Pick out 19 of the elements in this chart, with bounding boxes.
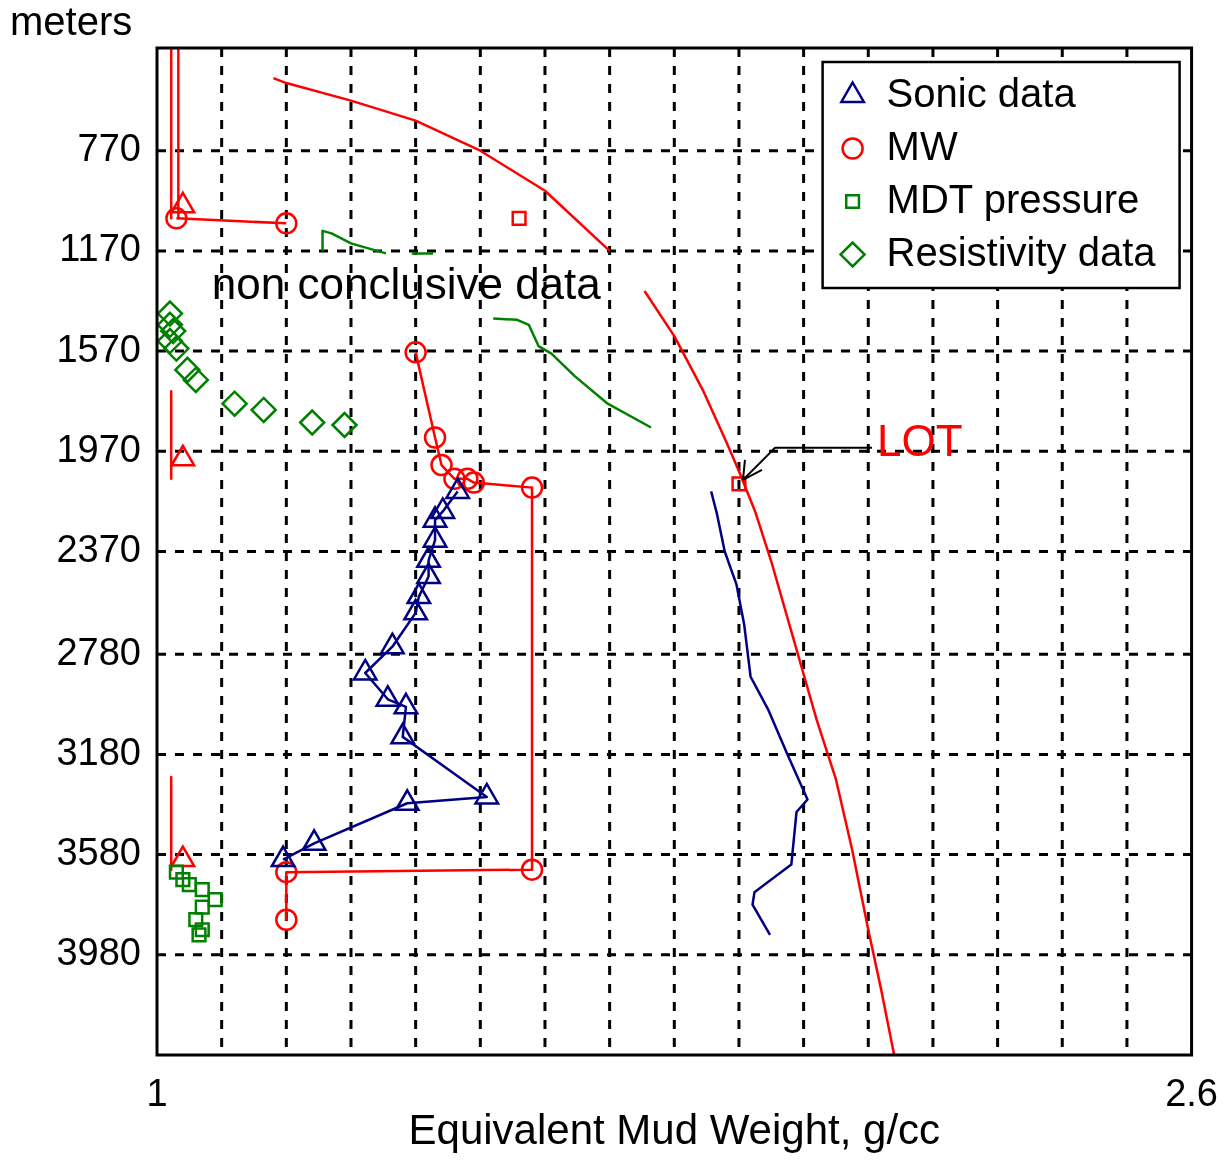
- y-tick-label: 3580: [56, 831, 141, 874]
- annotation: LOT: [876, 416, 963, 466]
- y-tick-label: 770: [77, 127, 141, 170]
- legend-label: MDT pressure: [886, 176, 1140, 221]
- y-tick-label: 1970: [56, 427, 141, 470]
- x-axis-title: Equivalent Mud Weight, g/cc: [408, 1106, 941, 1154]
- legend-label: MW: [886, 123, 958, 168]
- y-axis-title: meters: [10, 0, 133, 44]
- y-tick-label: 1170: [59, 227, 141, 270]
- x-tick-label: 1: [146, 1072, 168, 1115]
- legend-label: Sonic data: [886, 70, 1077, 115]
- x-tick-label: 2.6: [1165, 1072, 1218, 1115]
- y-tick-label: 1570: [56, 327, 141, 370]
- y-tick-label: 3180: [56, 730, 141, 773]
- y-tick-label: 2780: [56, 630, 141, 673]
- legend-label: Resistivity data: [886, 229, 1157, 274]
- annotation: non conclusive data: [211, 258, 602, 308]
- y-tick-label: 2370: [56, 527, 141, 570]
- y-tick-label: 3980: [56, 931, 141, 974]
